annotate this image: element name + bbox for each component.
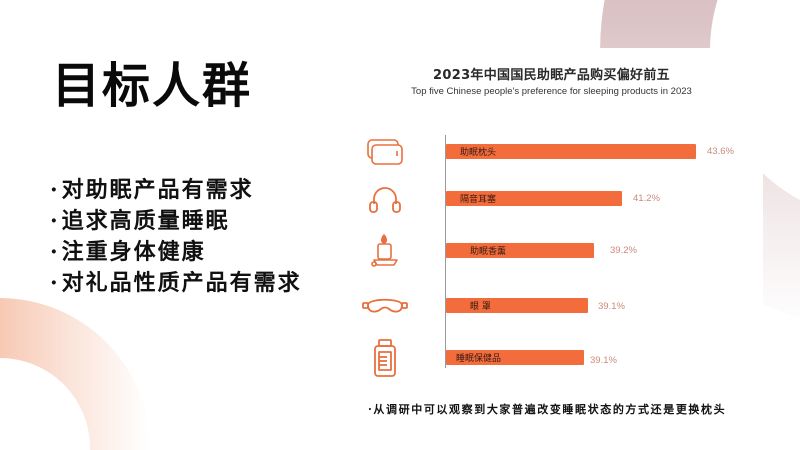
- bar-label: 助眠香薰: [470, 247, 507, 257]
- bar-value: 39.1%: [598, 301, 625, 312]
- bar: 睡眠保健品: [446, 350, 584, 365]
- chart-title: 2023年中国国民助眠产品购买偏好前五: [433, 68, 670, 83]
- chart-subtitle: Top five Chinese people's preference for…: [411, 86, 692, 97]
- bar-value: 41.2%: [633, 193, 660, 204]
- pillow-icon: [360, 132, 410, 172]
- footnote: ·从调研中可以观察到大家普遍改变睡眠状态的方式还是更换枕头: [368, 403, 727, 416]
- bar-label: 隔音耳塞: [460, 195, 497, 205]
- chart-row: 眼 罩 39.1%: [340, 286, 763, 326]
- chart-axis-line: [445, 135, 446, 368]
- bar: 助眠枕头: [446, 144, 696, 159]
- bullet-item: 对助眠产品有需求: [50, 175, 302, 206]
- bar: 隔音耳塞: [446, 191, 622, 206]
- chart-row: 助眠香薰 39.2%: [340, 231, 763, 271]
- candle-icon: [360, 231, 410, 271]
- page-title: 目标人群: [52, 58, 253, 114]
- supplement-bottle-icon: [360, 338, 410, 378]
- bar-label: 睡眠保健品: [456, 354, 502, 364]
- bullet-item: 追求高质量睡眠: [50, 206, 302, 237]
- decorative-ring-bottom-left: [0, 298, 150, 450]
- chart-card: 2023年中国国民助眠产品购买偏好前五 Top five Chinese peo…: [340, 48, 763, 388]
- target-audience-list: 对助眠产品有需求 追求高质量睡眠 注重身体健康 对礼品性质产品有需求: [50, 175, 302, 299]
- bar: 助眠香薰: [446, 243, 594, 258]
- bar-value: 43.6%: [707, 146, 734, 157]
- bar: 眼 罩: [446, 298, 588, 313]
- bar-value: 39.1%: [590, 355, 617, 366]
- bar-value: 39.2%: [610, 245, 637, 256]
- chart-row: 睡眠保健品 39.1%: [340, 338, 763, 378]
- bullet-item: 对礼品性质产品有需求: [50, 268, 302, 299]
- bar-label: 助眠枕头: [460, 148, 497, 158]
- chart-row: 隔音耳塞 41.2%: [340, 179, 763, 219]
- bullet-item: 注重身体健康: [50, 237, 302, 268]
- chart-row: 助眠枕头 43.6%: [340, 132, 763, 172]
- bar-label: 眼 罩: [470, 302, 491, 312]
- headphones-icon: [360, 179, 410, 219]
- eye-mask-icon: [360, 286, 410, 326]
